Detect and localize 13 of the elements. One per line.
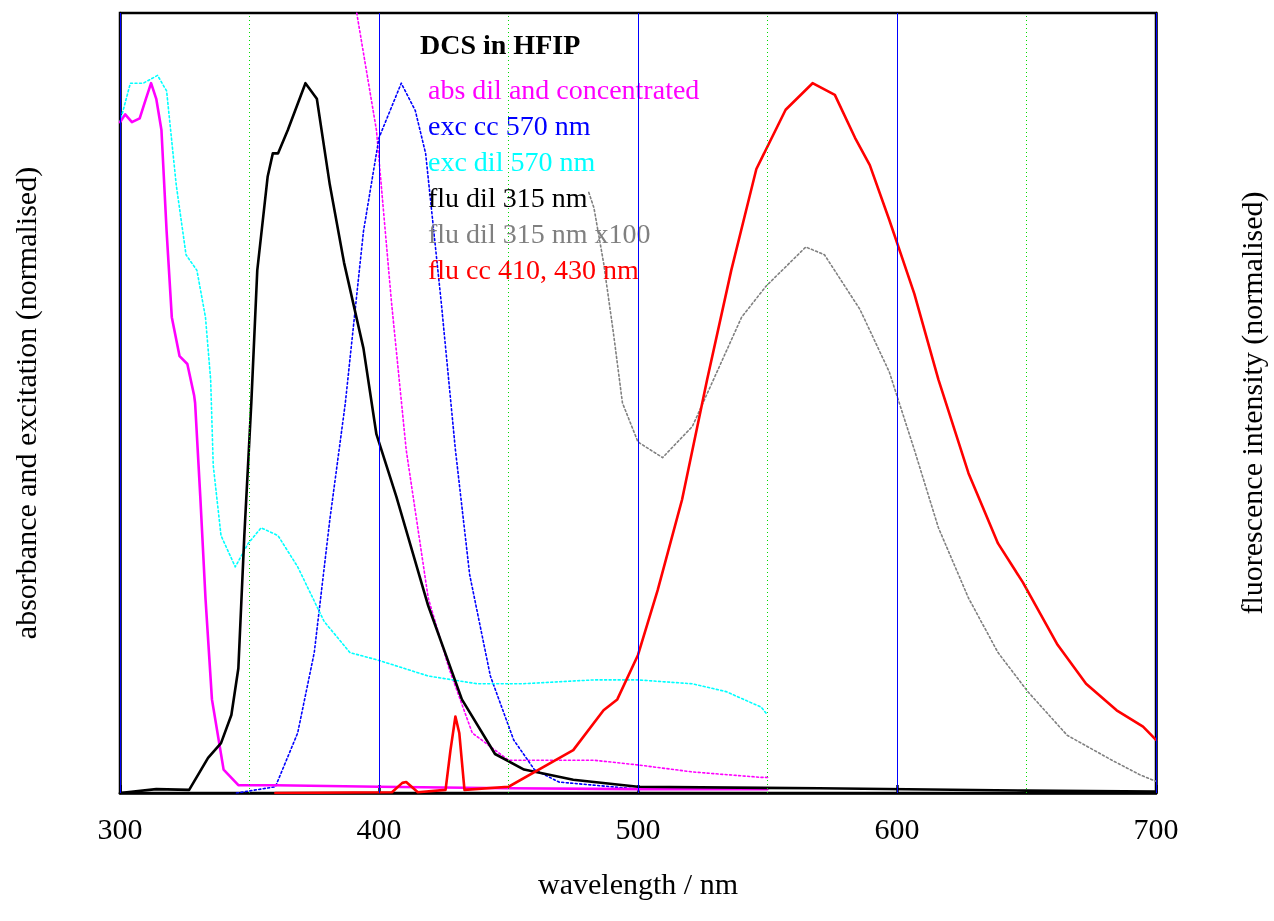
x-tick-label: 500 [615,811,661,845]
x-tick-label: 400 [356,811,402,845]
x-tick-label: 600 [874,811,920,845]
x-tick-label: 700 [1133,811,1179,845]
text: flu cc 410, 430 nm [428,253,639,285]
text: exc dil 570 nm [428,145,596,177]
legend-title: DCS in HFIP [420,28,581,60]
text: flu dil 315 nm [428,181,588,213]
series-label: exc cc 570 nm [428,109,591,141]
y-axis-title: absorbance and excitation (normalised) [8,166,43,640]
y2-axis-title: fluorescence intensity (normalised) [1234,191,1269,615]
x-axis-title: wavelength / nm [538,866,738,900]
x-tick-label: 300 [97,811,143,845]
